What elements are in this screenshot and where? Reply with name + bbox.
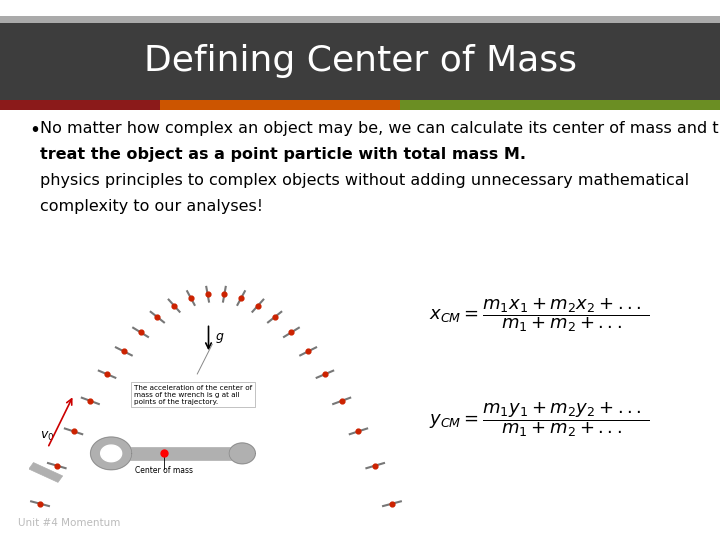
Text: Center of mass: Center of mass [135,467,192,475]
Point [219,290,230,299]
Text: g: g [216,330,224,343]
Point [319,370,330,379]
Point [158,449,169,458]
Bar [160,100,400,110]
Text: The acceleration of the center of
mass of the wrench is g at all
points of the t: The acceleration of the center of mass o… [134,384,252,404]
Point [286,328,297,336]
Point [168,301,180,310]
Point [135,328,146,336]
Point [336,396,348,405]
Text: •: • [29,122,40,140]
Point [386,500,397,508]
Point [252,301,264,310]
Polygon shape [101,445,122,462]
Text: physics principles to complex objects without adding unnecessary mathematical: physics principles to complex objects wi… [40,173,689,188]
Text: $v_0$: $v_0$ [40,430,55,443]
Bar [0,100,160,110]
Bar [400,100,720,110]
Point [353,427,364,436]
Point [51,461,63,470]
Bar [111,447,242,460]
Point [369,461,381,470]
Point [118,347,130,356]
Bar [0,23,720,100]
Text: No matter how complex an object may be, we can calculate its center of mass and : No matter how complex an object may be, … [40,122,720,137]
Point [302,347,314,356]
Polygon shape [91,437,132,470]
Point [202,290,213,299]
Point [185,294,197,302]
Text: complexity to our analyses!: complexity to our analyses! [40,199,263,214]
Text: treat the object as a point particle with total mass M.: treat the object as a point particle wit… [40,147,526,163]
Bar [0,16,720,23]
Text: Defining Center of Mass: Defining Center of Mass [143,44,577,78]
Point [269,313,280,321]
Point [84,396,96,405]
Bar [29,463,63,482]
Point [102,370,113,379]
Text: $y_{CM} = \dfrac{m_1 y_1 + m_2 y_2 + ...\,}{m_1 + m_2 + ...\,}$: $y_{CM} = \dfrac{m_1 y_1 + m_2 y_2 + ...… [429,400,649,439]
Point [152,313,163,321]
Point [68,427,79,436]
Point [235,294,247,302]
Text: $x_{CM} = \dfrac{m_1 x_1 + m_2 x_2 + ...\,}{m_1 + m_2 + ...\,}$: $x_{CM} = \dfrac{m_1 x_1 + m_2 x_2 + ...… [429,296,649,334]
Point [35,500,46,508]
Polygon shape [229,443,256,464]
Text: Unit #4 Momentum: Unit #4 Momentum [18,518,120,528]
